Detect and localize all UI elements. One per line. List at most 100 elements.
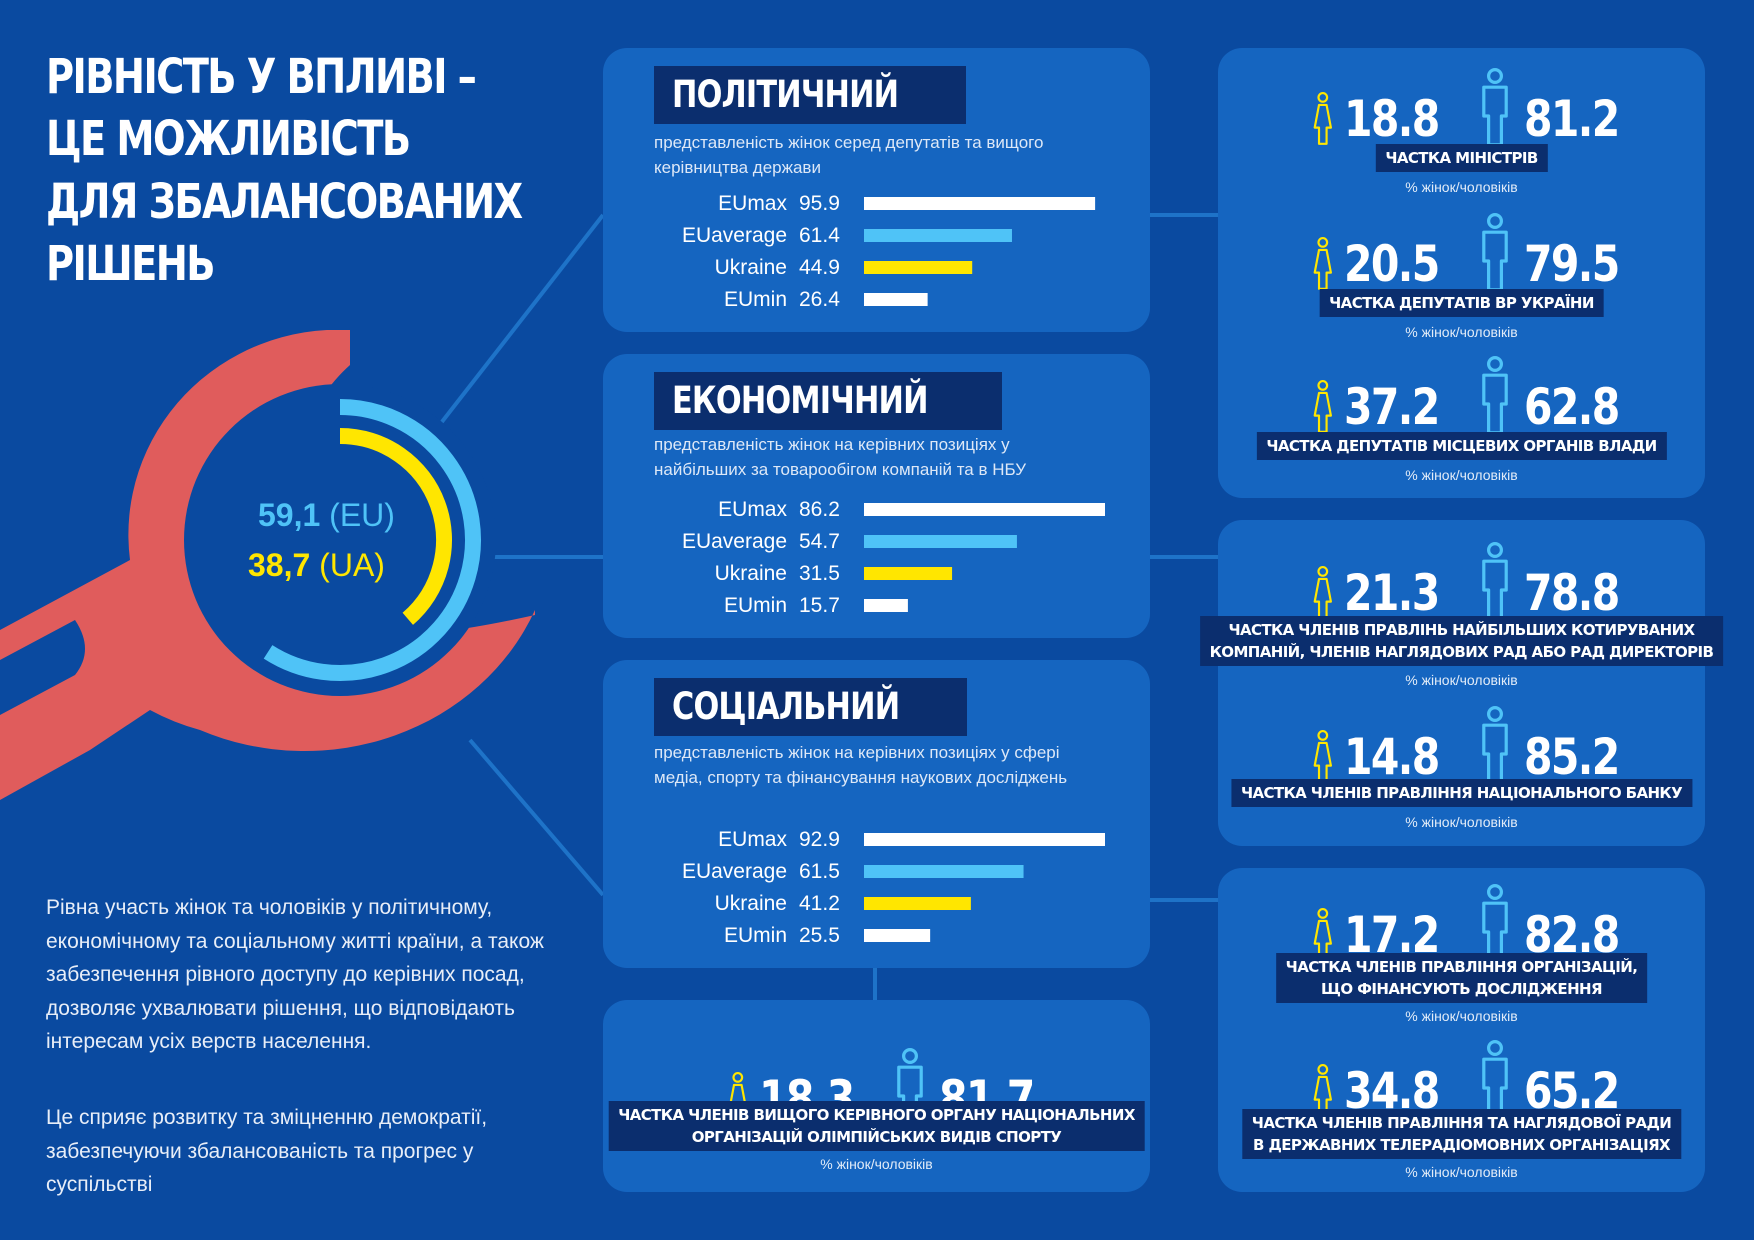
female-figure xyxy=(1312,92,1334,151)
political-bar-chart: EUmax 95.9 EUaverage 61.4 Ukraine 44.9 EUmin 26… xyxy=(682,192,1096,310)
economic-tag: ЕКОНОМІЧНИЙ xyxy=(654,372,1002,430)
unit-label: % жінок/чоловіків xyxy=(1405,1008,1518,1024)
ua-gauge-value: 38,7 xyxy=(248,547,311,583)
caption-line: В ДЕРЖАВНИХ ТЕЛЕРАДІОМОВНИХ ОРГАНІЗАЦІЯХ xyxy=(1253,1136,1671,1154)
bar-value-label: 26.4 xyxy=(799,288,840,310)
female-share: 20.5 xyxy=(1343,235,1440,293)
indicator-broadcasting: 34.8 65.2 xyxy=(1218,1028,1705,1178)
social-tag-label: СОЦІАЛЬНИЙ xyxy=(672,685,900,728)
headline-line: РІВНІСТЬ У ВПЛИВІ – xyxy=(46,49,477,105)
social-indicators-panel: 17.2 82.8 ЧАСТКА ЧЛЕНІВ ПРАВЛІННЯ ОРГАНІЗ… xyxy=(1218,868,1705,1192)
male-icon xyxy=(1481,706,1508,785)
bar-value-label: 54.7 xyxy=(799,530,840,553)
bar-value-label: 95.9 xyxy=(799,192,840,215)
male-icon xyxy=(1481,213,1508,292)
male-figure xyxy=(1479,213,1511,298)
bar-value-label: 61.5 xyxy=(799,860,840,883)
unit-label: % жінок/чоловіків xyxy=(1405,814,1518,830)
bar xyxy=(864,929,931,942)
bar xyxy=(864,229,1012,242)
bar xyxy=(864,503,1105,516)
bar-value-label: 41.2 xyxy=(799,892,840,915)
bar xyxy=(864,897,971,910)
bar-category-label: EUmax xyxy=(718,498,787,521)
male-share: 65.2 xyxy=(1523,1062,1620,1120)
indicator-caption: ЧАСТКА МІНІСТРІВ xyxy=(1375,144,1548,172)
headline-line: РІШЕНЬ xyxy=(46,236,216,293)
social-bar-chart: EUmax 92.9 EUaverage 61.5 Ukraine 41.2 EUmin 25… xyxy=(682,828,1105,946)
unit-label: % жінок/чоловіків xyxy=(1405,1164,1518,1180)
bar-category-label: EUaverage xyxy=(682,224,787,247)
economic-tag-label: ЕКОНОМІЧНИЙ xyxy=(672,379,928,422)
bar xyxy=(864,293,928,306)
ua-gauge-suffix: (UA) xyxy=(319,547,385,583)
caption-line: ЩО ФІНАНСУЮТЬ ДОСЛІДЖЕННЯ xyxy=(1321,980,1602,998)
bar-value-label: 31.5 xyxy=(799,562,840,585)
bar-value-label: 86.2 xyxy=(799,498,840,521)
bar xyxy=(864,833,1105,846)
bar-category-label: EUmin xyxy=(724,924,787,946)
female-icon xyxy=(1313,380,1332,433)
economic-panel: ЕКОНОМІЧНИЙ представленість жінок на кер… xyxy=(603,354,1150,638)
female-share: 34.8 xyxy=(1343,1062,1440,1120)
indicator-caption: ЧАСТКА ЧЛЕНІВ ПРАВЛІННЯ НАЦІОНАЛЬНОГО БА… xyxy=(1230,779,1693,807)
political-panel: ПОЛІТИЧНИЙ представленість жінок серед д… xyxy=(603,48,1150,332)
bar-category-label: EUmax xyxy=(718,828,787,851)
caption-line: ЧАСТКА ЧЛЕНІВ ВИЩОГО КЕРІВНОГО ОРГАНУ НА… xyxy=(618,1106,1135,1124)
male-icon xyxy=(1481,1040,1508,1119)
male-figure xyxy=(1479,68,1511,153)
unit-label: % жінок/чоловіків xyxy=(1405,324,1518,340)
headline-line: ЦЕ МОЖЛИВІСТЬ xyxy=(46,111,411,168)
male-share: 62.8 xyxy=(1523,378,1620,436)
bar-category-label: EUaverage xyxy=(682,860,787,883)
bar xyxy=(864,599,908,612)
economic-bar-chart: EUmax 86.2 EUaverage 54.7 Ukraine 31.5 EUmin 15… xyxy=(682,498,1105,616)
male-share: 81.2 xyxy=(1523,90,1620,148)
unit-label: % жінок/чоловіків xyxy=(820,1156,933,1172)
bar-value-label: 61.4 xyxy=(799,224,840,247)
headline-line: ДЛЯ ЗБАЛАНСОВАНИХ xyxy=(46,173,523,230)
bar-value-label: 25.5 xyxy=(799,924,840,946)
economic-description: представленість жінок на керівних позиці… xyxy=(654,435,1027,479)
bar xyxy=(864,865,1024,878)
female-icon xyxy=(1313,730,1332,783)
ua-gauge-label: 38,7 (UA) xyxy=(248,547,385,584)
political-indicators-panel: 18.8 81.2 ЧАСТКА МІНІСТРІВ % жінок/чолові… xyxy=(1218,48,1705,498)
caption-line: ЧАСТКА ЧЛЕНІВ ПРАВЛІНЬ НАЙБІЛЬШИХ КОТИРУ… xyxy=(1228,621,1695,639)
sport-panel: 18,3 81,7 ЧАСТКА ЧЛЕНІВ ВИЩОГО КЕРІВНОГО … xyxy=(603,1000,1150,1192)
caption-line: ЧАСТКА ЧЛЕНІВ ПРАВЛІННЯ ОРГАНІЗАЦІЙ, xyxy=(1285,958,1638,976)
female-share: 37.2 xyxy=(1343,378,1440,436)
male-share: 85.2 xyxy=(1523,728,1620,786)
bar-value-label: 92.9 xyxy=(799,828,840,851)
bar-category-label: EUmax xyxy=(718,192,787,215)
unit-label: % жінок/чоловіків xyxy=(1405,179,1518,195)
unit-label: % жінок/чоловіків xyxy=(1405,672,1518,688)
male-icon xyxy=(1481,68,1508,147)
caption-line: КОМПАНІЙ, ЧЛЕНІВ НАГЛЯДОВИХ РАД АБО РАД … xyxy=(1209,643,1714,661)
indicator-listed-companies: 21.3 78.8 xyxy=(1218,530,1705,680)
indicator-parliament: 20.5 79.5 xyxy=(1218,201,1705,351)
male-icon xyxy=(1481,884,1508,963)
political-tag: ПОЛІТИЧНИЙ xyxy=(654,66,966,124)
indicator-caption: ЧАСТКА ЧЛЕНІВ ПРАВЛІННЯ ТА НАГЛЯДОВОЇ РА… xyxy=(1241,1109,1682,1159)
social-panel: СОЦІАЛЬНИЙ представленість жінок на кері… xyxy=(603,660,1150,968)
eu-arc xyxy=(263,399,481,681)
male-share: 79.5 xyxy=(1523,235,1620,293)
male-figure xyxy=(1479,356,1511,441)
female-icon xyxy=(1313,566,1332,619)
ua-arc xyxy=(339,428,452,625)
economic-indicators-panel: 21.3 78.8 ЧАСТКА ЧЛЕНІВ ПРАВЛІНЬ НАЙБІЛЬШ… xyxy=(1199,520,1724,846)
caption-line: ЧАСТКА ЧЛЕНІВ ПРАВЛІННЯ НАЦІОНАЛЬНОГО БА… xyxy=(1240,784,1683,802)
bar-category-label: EUmin xyxy=(724,288,787,310)
male-share: 78.8 xyxy=(1523,564,1620,622)
caption-line: ЧАСТКА ДЕПУТАТІВ МІСЦЕВИХ ОРГАНІВ ВЛАДИ xyxy=(1266,437,1657,455)
female-share: 17.2 xyxy=(1343,906,1440,964)
political-tag-label: ПОЛІТИЧНИЙ xyxy=(672,73,899,116)
unit-label: % жінок/чоловіків xyxy=(1405,467,1518,483)
female-icon xyxy=(1313,92,1332,145)
conclusion-paragraph: Це сприяє розвитку та зміцненню демократ… xyxy=(46,1106,488,1196)
indicator-caption: ЧАСТКА ДЕПУТАТІВ ВР УКРАЇНИ xyxy=(1319,289,1604,317)
bar xyxy=(864,197,1096,210)
bar xyxy=(864,535,1017,548)
caption-line: ОРГАНІЗАЦІЙ ОЛІМПІЙСЬКИХ ВИДІВ СПОРТУ xyxy=(691,1128,1062,1146)
